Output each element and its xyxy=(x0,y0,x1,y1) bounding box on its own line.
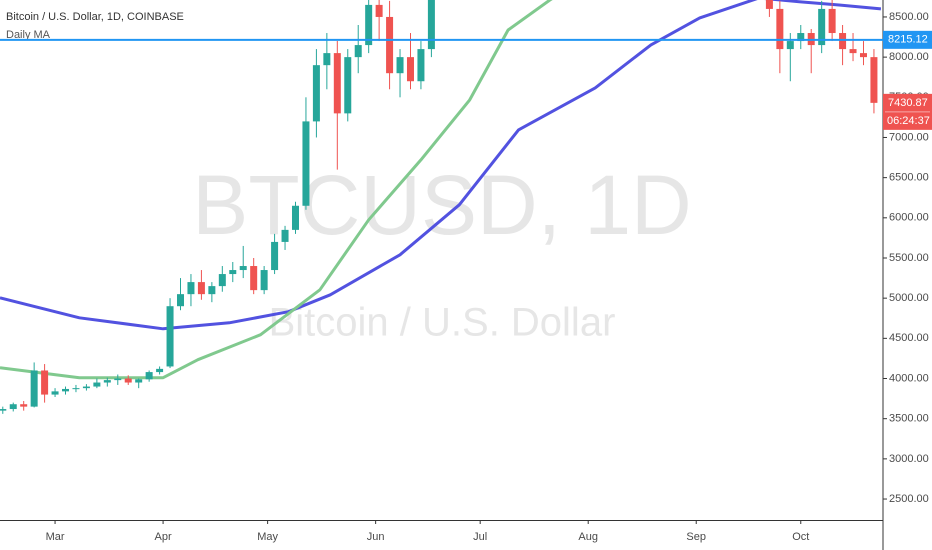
indicator-label: Daily MA xyxy=(6,29,51,41)
candle-body xyxy=(41,370,49,395)
candle-body xyxy=(103,380,111,383)
candle-body xyxy=(271,241,279,271)
candle-body xyxy=(51,391,59,395)
candle-body xyxy=(250,266,258,291)
candle-body xyxy=(365,4,373,46)
candle-body xyxy=(62,388,70,392)
candle-body xyxy=(375,4,383,17)
candle-body xyxy=(828,8,836,34)
x-tick-label: May xyxy=(257,531,278,543)
candle-body xyxy=(291,205,299,230)
candle-body xyxy=(776,8,784,50)
moving-average-line xyxy=(0,0,882,331)
candle-body xyxy=(82,386,90,389)
candle-body xyxy=(818,8,826,46)
x-tick-label: Mar xyxy=(46,531,65,543)
price-tag xyxy=(883,30,932,49)
candle-body xyxy=(427,0,435,50)
candle-body xyxy=(302,121,310,206)
y-tick-label: 6000.00 xyxy=(889,212,929,224)
candle-body xyxy=(166,306,174,367)
candle-body xyxy=(386,16,394,74)
candle-body xyxy=(9,404,17,410)
candle-body xyxy=(72,388,80,390)
candle-body xyxy=(187,282,195,295)
x-tick-label: Jul xyxy=(473,531,487,543)
candle-body xyxy=(208,286,216,295)
candle-body xyxy=(177,294,185,307)
candle-body xyxy=(30,370,38,407)
plot-area xyxy=(0,0,882,414)
candle-body xyxy=(156,368,164,373)
y-tick-label: 5000.00 xyxy=(889,292,929,304)
candle-body xyxy=(417,49,425,82)
candle-body xyxy=(323,53,331,66)
candle-body xyxy=(145,372,153,380)
y-tick-label: 4000.00 xyxy=(889,372,929,384)
candle-body xyxy=(406,57,414,82)
candle-body xyxy=(281,229,289,242)
candle-body xyxy=(870,57,878,103)
x-tick-label: Aug xyxy=(578,531,598,543)
price-tag-label: 8215.12 xyxy=(888,34,928,46)
candle-body xyxy=(197,282,205,295)
y-tick-label: 3500.00 xyxy=(889,413,929,425)
candle-body xyxy=(354,45,362,58)
last-price-label: 7430.87 xyxy=(888,97,928,109)
candle-body xyxy=(93,382,101,387)
candle-body xyxy=(0,409,7,411)
candle-body xyxy=(20,404,28,407)
y-tick-label: 3000.00 xyxy=(889,453,929,465)
y-tick-label: 2500.00 xyxy=(889,493,929,505)
candle-body xyxy=(114,378,122,381)
candle-body xyxy=(260,270,268,291)
x-tick-label: Sep xyxy=(686,531,706,543)
y-tick-label: 8500.00 xyxy=(889,11,929,23)
candle-body xyxy=(839,33,847,50)
x-tick-label: Apr xyxy=(155,531,172,543)
candle-body xyxy=(859,53,867,58)
candle-body xyxy=(135,379,143,383)
x-tick-label: Jun xyxy=(367,531,385,543)
x-tick-label: Oct xyxy=(792,531,809,543)
candle-body xyxy=(344,57,352,114)
candle-body xyxy=(786,41,794,50)
candle-body xyxy=(124,378,132,383)
countdown-label: 06:24:37 xyxy=(887,115,930,127)
candle-body xyxy=(239,266,247,271)
y-tick-label: 5500.00 xyxy=(889,252,929,264)
candle-body xyxy=(797,33,805,42)
chart-title: Bitcoin / U.S. Dollar, 1D, COINBASE xyxy=(6,11,184,23)
candle-body xyxy=(218,274,226,287)
y-tick-label: 6500.00 xyxy=(889,172,929,184)
candle-body xyxy=(396,57,404,74)
watermark: BTCUSD, 1D xyxy=(192,158,691,252)
candle-body xyxy=(312,65,320,122)
candle-body xyxy=(849,49,857,54)
candle-body xyxy=(333,53,341,114)
y-tick-label: 7000.00 xyxy=(889,131,929,143)
y-tick-label: 8000.00 xyxy=(889,51,929,63)
y-tick-label: 4500.00 xyxy=(889,332,929,344)
watermark-subtitle: Bitcoin / U.S. Dollar xyxy=(269,301,616,345)
candle-body xyxy=(765,0,773,9)
candle-body xyxy=(229,270,237,275)
